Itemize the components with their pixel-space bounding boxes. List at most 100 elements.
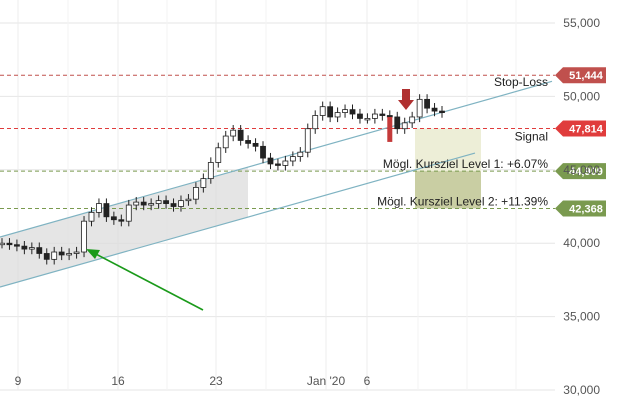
candle-body bbox=[21, 245, 28, 250]
trend-channel bbox=[0, 80, 553, 288]
level-value-label: 51,444 bbox=[569, 70, 604, 82]
candle-body bbox=[0, 242, 5, 246]
candle-body bbox=[260, 145, 266, 159]
candle-body bbox=[416, 98, 423, 118]
candle-body bbox=[364, 118, 371, 121]
candle-body bbox=[96, 203, 102, 213]
level-value-badge bbox=[555, 163, 606, 180]
level-lines: 51,444 47,814 44,909 42,368 bbox=[0, 67, 606, 217]
candle-body bbox=[304, 128, 311, 153]
level-description: Mögl. Kursziel Level 2: +11.39% bbox=[377, 194, 548, 208]
y-tick-label: 30,000 bbox=[563, 383, 600, 397]
x-tick-label: 9 bbox=[15, 374, 22, 388]
level-value-badge bbox=[555, 120, 606, 137]
candle-body bbox=[81, 220, 87, 253]
candle-body bbox=[51, 251, 58, 260]
level-value-label: 44,909 bbox=[569, 166, 603, 178]
level-description: Stop-Loss bbox=[494, 75, 548, 89]
candle-body bbox=[200, 178, 207, 188]
target-boxes bbox=[415, 128, 481, 209]
candle-body bbox=[237, 129, 244, 141]
candle-body bbox=[192, 187, 199, 200]
level-description: Signal bbox=[515, 130, 548, 144]
x-axis-labels: 9 16 23 Jan '20 6 bbox=[15, 374, 371, 388]
candle-body bbox=[163, 200, 169, 204]
candle-body bbox=[125, 204, 132, 222]
annotations bbox=[86, 89, 414, 311]
candle-body bbox=[349, 109, 356, 115]
y-tick-label: 50,000 bbox=[563, 89, 600, 103]
candle-body bbox=[185, 198, 192, 202]
y-tick-label: 45,000 bbox=[563, 163, 600, 177]
level-value-label: 47,814 bbox=[569, 124, 604, 136]
candle-body bbox=[58, 251, 65, 256]
candle-body bbox=[230, 129, 237, 137]
level-value-badge bbox=[555, 200, 606, 217]
candle-body bbox=[6, 242, 13, 246]
candle-body bbox=[207, 162, 214, 180]
candle-body bbox=[14, 244, 20, 247]
level-description: Mögl. Kursziel Level 1: +6.07% bbox=[383, 157, 548, 171]
candle-body bbox=[431, 107, 438, 112]
green-arrow-shaft bbox=[91, 251, 204, 311]
candle-body bbox=[245, 140, 252, 144]
candle-body bbox=[282, 160, 289, 166]
candle-body bbox=[215, 147, 222, 163]
y-tick-label: 40,000 bbox=[563, 236, 600, 250]
candle-body bbox=[312, 115, 319, 130]
y-tick-label: 35,000 bbox=[563, 310, 600, 324]
candle-body bbox=[379, 113, 386, 116]
level-texts: Stop-Loss Signal Mögl. Kursziel Level 1: +… bbox=[377, 75, 548, 208]
candle-body bbox=[357, 113, 363, 119]
candle-body bbox=[155, 200, 162, 204]
candle-body bbox=[66, 253, 73, 256]
candle-body bbox=[28, 247, 35, 250]
candle-body bbox=[267, 157, 274, 165]
candle-body bbox=[371, 113, 378, 119]
candle-body bbox=[386, 115, 393, 118]
candle-body bbox=[342, 109, 348, 113]
target-box-level-2 bbox=[415, 171, 481, 209]
candle-body bbox=[178, 200, 184, 207]
candle-body bbox=[424, 98, 430, 109]
candle-body bbox=[319, 106, 326, 116]
candle-body bbox=[88, 211, 95, 222]
candle-body bbox=[394, 116, 401, 130]
candle-body bbox=[110, 216, 117, 221]
green-arrow-head bbox=[86, 249, 100, 259]
candle-body bbox=[118, 219, 125, 222]
level-value-label: 42,368 bbox=[569, 203, 603, 215]
y-axis-labels: 55,000 50,000 45,000 40,000 35,000 30,000 bbox=[563, 16, 600, 397]
signal-candle bbox=[387, 116, 393, 142]
x-tick-label: 6 bbox=[364, 374, 371, 388]
x-tick-label: Jan '20 bbox=[307, 374, 346, 388]
candle-body bbox=[43, 253, 50, 260]
channel-lower-line bbox=[0, 152, 476, 288]
candle-body bbox=[252, 142, 259, 147]
candle-body bbox=[401, 122, 408, 130]
candle-body bbox=[327, 106, 334, 118]
candle-body bbox=[133, 201, 140, 206]
candle-body bbox=[275, 163, 281, 166]
target-box-level-1 bbox=[415, 128, 481, 172]
candle-body bbox=[170, 203, 177, 207]
candle-body bbox=[103, 203, 110, 218]
candle-body bbox=[36, 247, 43, 254]
candle-body bbox=[409, 116, 416, 124]
x-tick-label: 16 bbox=[111, 374, 125, 388]
candle-body bbox=[148, 203, 155, 206]
price-candles bbox=[0, 94, 445, 265]
candle-body bbox=[439, 110, 445, 113]
candle-body bbox=[222, 135, 229, 149]
candle-body bbox=[140, 201, 147, 206]
signal-down-arrow bbox=[398, 89, 414, 110]
channel-upper-line bbox=[0, 80, 553, 238]
candle-body bbox=[334, 112, 341, 118]
x-tick-label: 23 bbox=[209, 374, 223, 388]
y-tick-label: 55,000 bbox=[563, 16, 600, 30]
candle-body bbox=[297, 151, 304, 158]
level-value-badge bbox=[555, 67, 606, 84]
candle-body bbox=[73, 251, 80, 254]
